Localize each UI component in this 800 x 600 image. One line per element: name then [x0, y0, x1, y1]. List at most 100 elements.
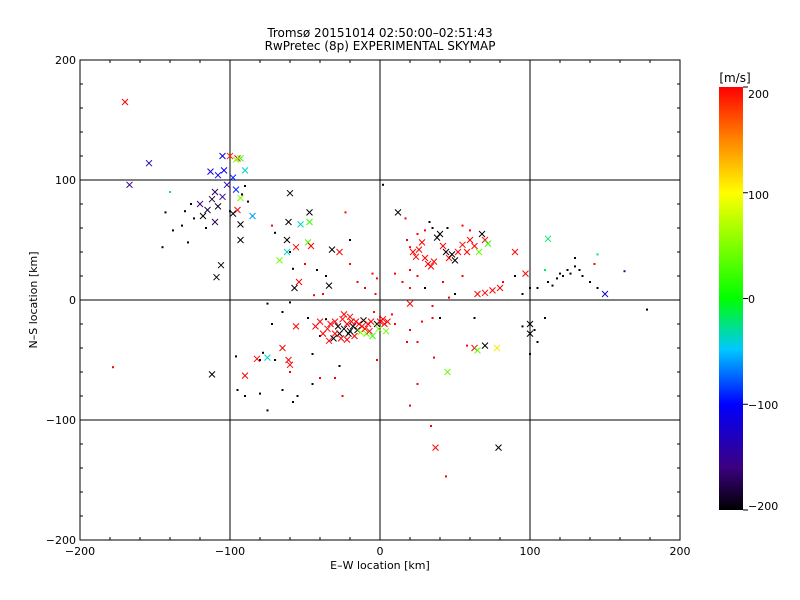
data-point-dot: [307, 317, 309, 319]
data-point-dot: [646, 308, 648, 311]
cross-stroke: [237, 194, 244, 202]
data-point-dot: [190, 203, 192, 205]
data-point-dot: [562, 275, 564, 277]
data-point-cross: [237, 221, 244, 228]
data-point-cross: [432, 444, 439, 451]
cross-stroke: [211, 188, 219, 196]
data-point-dot: [394, 272, 396, 275]
cross-stroke: [331, 318, 339, 325]
data-point-cross: [439, 242, 447, 250]
data-point-dot: [521, 325, 524, 328]
data-point-dot: [391, 313, 393, 316]
data-point-cross: [229, 174, 237, 181]
colorbar-ticks: [743, 86, 748, 511]
data-point-cross: [421, 254, 429, 262]
cross-stroke: [439, 242, 447, 250]
cross-stroke: [343, 336, 351, 343]
data-point-cross: [526, 320, 534, 328]
data-point-cross: [427, 263, 435, 270]
cross-stroke: [334, 323, 342, 330]
cross-stroke: [526, 320, 534, 328]
data-point-cross: [495, 444, 502, 451]
cross-stroke: [219, 193, 226, 201]
cross-stroke: [484, 240, 492, 247]
data-point-dot: [296, 395, 299, 397]
axis-ticks: [79, 59, 681, 541]
cross-stroke: [367, 318, 375, 325]
data-point-cross: [430, 258, 438, 265]
data-point-cross: [349, 323, 357, 330]
cross-stroke: [327, 320, 334, 328]
cross-stroke: [412, 253, 420, 261]
data-point-cross: [444, 368, 451, 376]
data-point-dot: [241, 193, 243, 196]
data-point-dot: [292, 267, 294, 270]
cross-stroke: [249, 212, 256, 220]
data-point-dot: [356, 281, 359, 283]
cross-stroke: [285, 356, 292, 364]
data-point-dot: [439, 317, 441, 319]
data-point-dot: [544, 317, 546, 319]
cross-stroke: [463, 248, 471, 256]
cross-stroke: [357, 329, 364, 336]
data-point-cross: [283, 236, 291, 244]
data-point-cross: [285, 356, 292, 364]
cross-stroke: [436, 230, 444, 238]
data-point-cross: [214, 203, 222, 210]
data-point-cross: [412, 253, 420, 261]
data-point-dot: [247, 200, 249, 203]
data-point-dot: [409, 404, 411, 407]
data-point-dot: [364, 287, 366, 289]
data-point-cross: [286, 361, 294, 369]
data-point-dot: [409, 287, 411, 289]
data-point-dot: [473, 317, 476, 319]
data-point-cross: [307, 242, 315, 250]
cross-stroke: [237, 236, 244, 244]
data-point-cross: [217, 261, 225, 269]
cross-stroke: [409, 248, 417, 256]
data-point-dot: [259, 359, 261, 361]
cross-stroke: [384, 318, 391, 325]
data-point-cross: [253, 355, 261, 363]
cross-stroke: [276, 257, 283, 264]
cross-stroke: [232, 156, 240, 163]
data-point-dot: [454, 293, 456, 295]
data-point-dot: [376, 277, 378, 280]
data-point-dot: [274, 231, 276, 234]
data-point-cross: [204, 206, 211, 214]
data-point-cross: [459, 241, 466, 249]
data-point-cross: [237, 155, 244, 162]
data-point-cross: [283, 248, 291, 256]
data-point-cross: [343, 336, 351, 343]
data-point-dot: [205, 227, 207, 229]
cross-stroke: [454, 248, 462, 256]
data-point-cross: [478, 230, 486, 238]
data-point-dot: [446, 227, 449, 229]
cross-stroke: [339, 315, 346, 323]
data-point-dot: [274, 359, 276, 361]
data-point-dot: [325, 318, 327, 321]
data-point-cross: [276, 257, 283, 264]
data-point-cross: [442, 248, 450, 256]
data-point-dot: [430, 425, 432, 427]
data-point-cross: [343, 320, 351, 328]
cross-stroke: [304, 239, 312, 246]
data-point-cross: [489, 287, 496, 294]
data-point-dot: [536, 287, 539, 289]
data-point-dot: [341, 395, 344, 397]
data-point-dot: [596, 253, 599, 256]
data-point-dot: [193, 217, 195, 220]
cross-stroke: [601, 290, 609, 298]
cross-stroke: [475, 248, 483, 256]
data-point-dot: [574, 257, 576, 259]
data-point-cross: [121, 98, 129, 106]
colorbar-tick-label: 200: [748, 88, 769, 101]
cross-stroke: [145, 159, 153, 167]
data-point-dot: [349, 263, 351, 265]
cross-stroke: [451, 257, 459, 264]
cross-stroke: [319, 330, 327, 337]
data-point-dot: [416, 233, 419, 235]
data-point-cross: [471, 242, 478, 250]
data-point-dot: [394, 323, 396, 325]
data-point-dot: [469, 229, 471, 232]
